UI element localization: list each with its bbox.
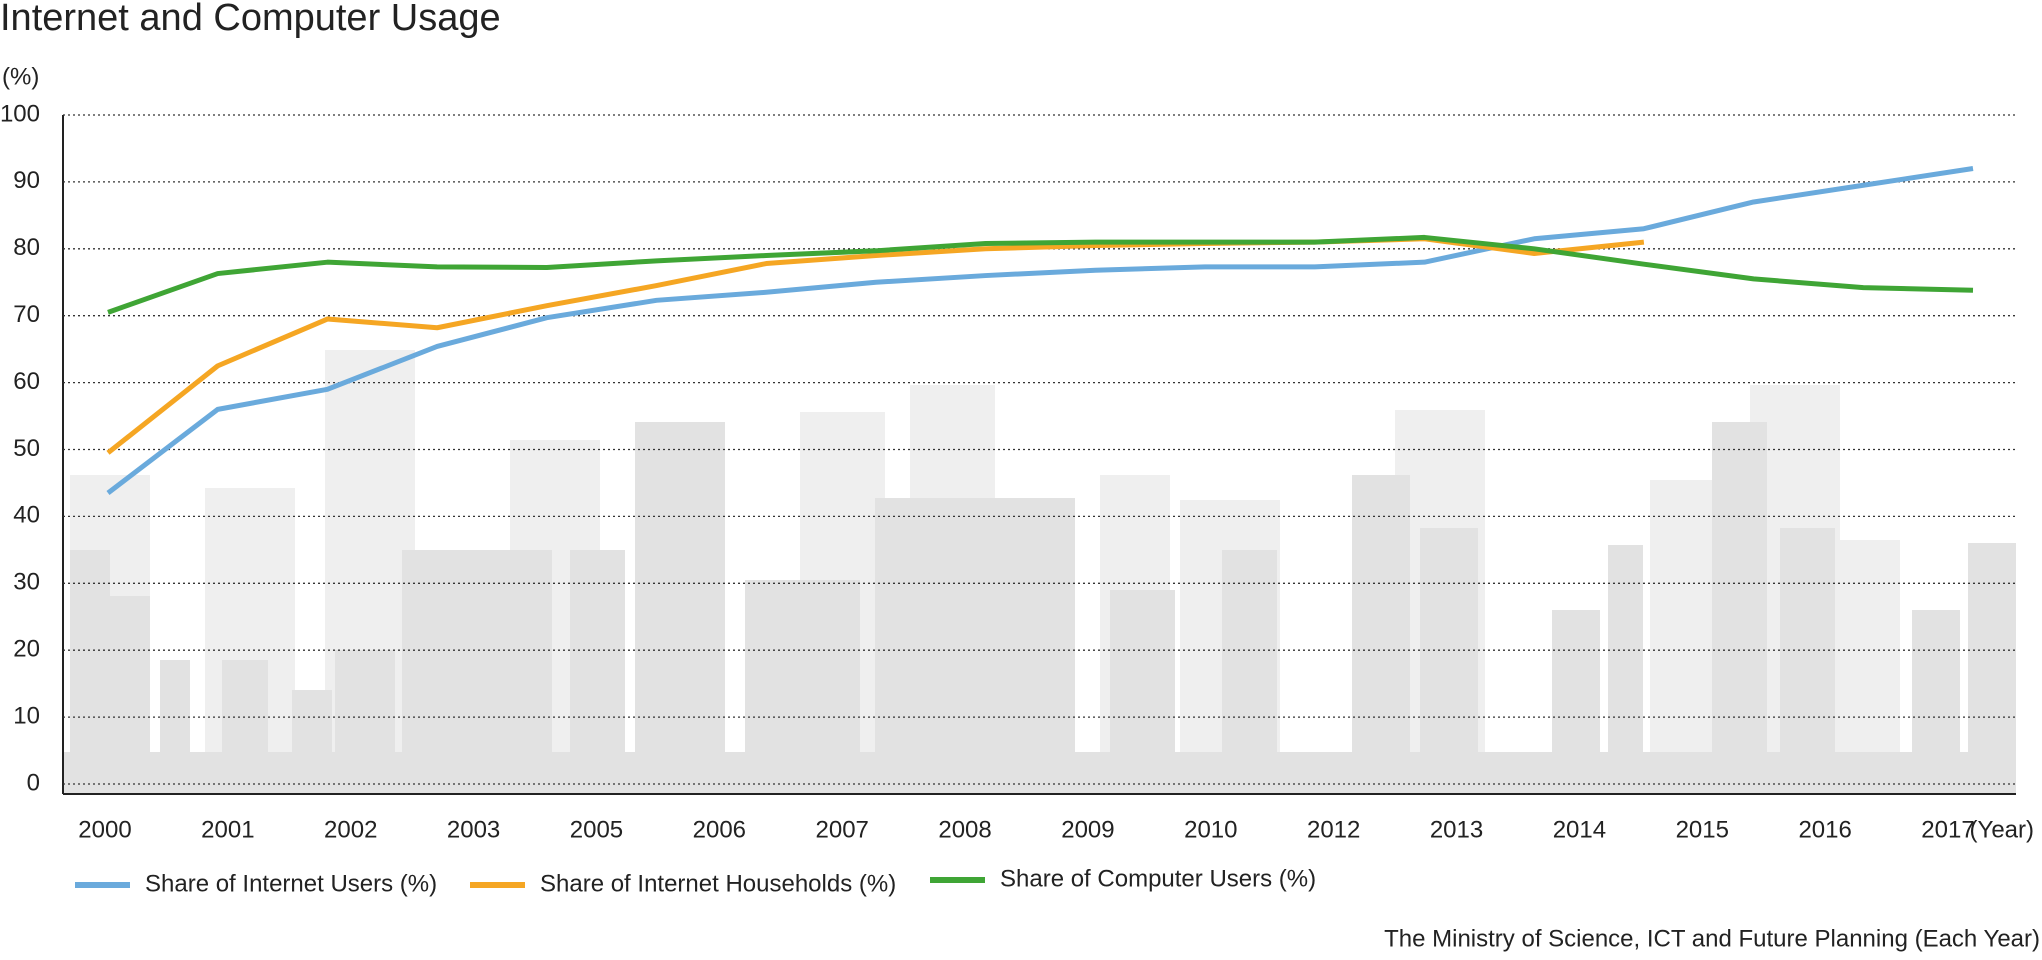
y-tick-label: 80	[13, 234, 40, 261]
x-tick-label: 2009	[1061, 816, 1114, 843]
legend-label: Share of Computer Users (%)	[1000, 865, 1316, 892]
y-tick-label: 70	[13, 301, 40, 328]
y-tick-label: 40	[13, 502, 40, 529]
x-tick-label: 2007	[816, 816, 869, 843]
x-tick-label: 2005	[570, 816, 623, 843]
x-tick-label: 2003	[447, 816, 500, 843]
x-tick-label: 2017	[1921, 816, 1974, 843]
y-tick-label: 20	[13, 636, 40, 663]
x-tick-label: 2015	[1676, 816, 1729, 843]
y-tick-label: 50	[13, 435, 40, 462]
x-tick-label: 2006	[693, 816, 746, 843]
y-tick-label: 30	[13, 569, 40, 596]
x-tick-label: 2001	[201, 816, 254, 843]
y-tick-label: 90	[13, 167, 40, 194]
x-tick-label: 2013	[1430, 816, 1483, 843]
legend-label: Share of Internet Users (%)	[145, 870, 437, 897]
chart-title: Internet and Computer Usage	[0, 0, 501, 39]
x-tick-label: 2008	[938, 816, 991, 843]
x-tick-label: 2016	[1798, 816, 1851, 843]
y-tick-label: 0	[27, 769, 40, 796]
source: The Ministry of Science, ICT and Future …	[1384, 925, 2040, 952]
x-tick-label: 2014	[1553, 816, 1606, 843]
x-axis-label: (Year)	[1970, 816, 2034, 843]
x-tick-label: 2000	[78, 816, 131, 843]
series-line	[107, 234, 1974, 315]
legend-label: Share of Internet Households (%)	[540, 870, 896, 897]
y-tick-label: 10	[13, 702, 40, 729]
x-tick-label: 2002	[324, 816, 377, 843]
y-axis-label: (%)	[2, 63, 39, 90]
x-tick-label: 2012	[1307, 816, 1360, 843]
y-tick-label: 60	[13, 368, 40, 395]
skyline-dark	[63, 422, 2016, 794]
x-tick-label: 2010	[1184, 816, 1237, 843]
series-line	[106, 166, 1974, 495]
y-tick-label: 100	[0, 100, 40, 127]
